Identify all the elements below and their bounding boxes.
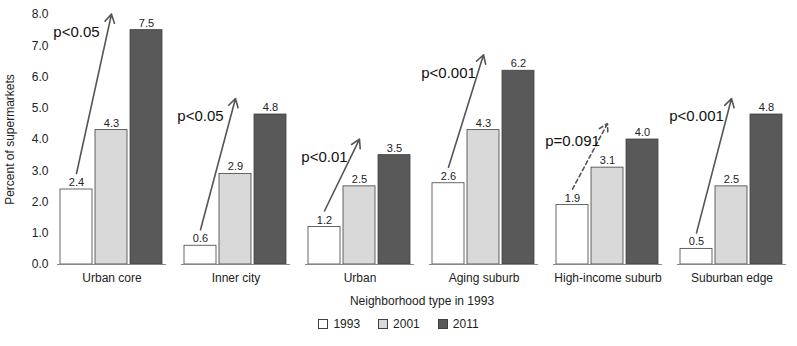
svg-text:4.0: 4.0 <box>32 132 49 146</box>
svg-text:4.0: 4.0 <box>635 126 650 138</box>
svg-text:1.0: 1.0 <box>32 226 49 240</box>
svg-text:High-income suburb: High-income suburb <box>554 271 662 285</box>
svg-text:3.5: 3.5 <box>387 142 402 154</box>
svg-text:p<0.001: p<0.001 <box>669 107 724 124</box>
svg-text:1.9: 1.9 <box>565 192 580 204</box>
svg-text:0.6: 0.6 <box>193 232 208 244</box>
svg-text:p<0.05: p<0.05 <box>53 23 99 40</box>
svg-text:Urban core: Urban core <box>82 271 142 285</box>
svg-text:2.5: 2.5 <box>352 173 367 185</box>
svg-text:p=0.091: p=0.091 <box>545 132 600 149</box>
svg-text:p<0.01: p<0.01 <box>301 148 347 165</box>
svg-text:0.0: 0.0 <box>32 257 49 271</box>
svg-text:4.8: 4.8 <box>759 101 774 113</box>
svg-text:Aging suburb: Aging suburb <box>449 271 520 285</box>
html-text:2011: 2011 <box>452 317 479 331</box>
svg-text:2.0: 2.0 <box>32 195 49 209</box>
svg-text:6.0: 6.0 <box>32 70 49 84</box>
svg-text:1.2: 1.2 <box>317 214 332 226</box>
svg-text:Inner city: Inner city <box>212 271 261 285</box>
svg-text:4.3: 4.3 <box>104 117 119 129</box>
html-text:2001: 2001 <box>393 317 420 331</box>
svg-text:Percent of supermarkets: Percent of supermarkets <box>3 74 17 205</box>
svg-text:Neighborhood type in 1993: Neighborhood type in 1993 <box>350 294 494 308</box>
svg-text:Urban: Urban <box>344 271 377 285</box>
svg-text:p<0.001: p<0.001 <box>421 64 476 81</box>
svg-text:5.0: 5.0 <box>32 101 49 115</box>
svg-text:4.8: 4.8 <box>263 101 278 113</box>
svg-text:Suburban edge: Suburban edge <box>691 271 773 285</box>
svg-text:8.0: 8.0 <box>32 7 49 21</box>
svg-text:p<0.05: p<0.05 <box>177 107 223 124</box>
svg-text:6.2: 6.2 <box>511 57 526 69</box>
svg-text:2.5: 2.5 <box>724 173 739 185</box>
svg-text:2.6: 2.6 <box>441 170 456 182</box>
svg-text:7.5: 7.5 <box>139 17 154 29</box>
svg-text:0.5: 0.5 <box>689 235 704 247</box>
svg-text:3.0: 3.0 <box>32 164 49 178</box>
svg-text:4.3: 4.3 <box>476 117 491 129</box>
html-text:1993: 1993 <box>333 317 361 331</box>
svg-text:2.4: 2.4 <box>69 176 84 188</box>
svg-text:3.1: 3.1 <box>600 154 615 166</box>
svg-text:7.0: 7.0 <box>32 39 49 53</box>
svg-text:2.9: 2.9 <box>228 160 243 172</box>
